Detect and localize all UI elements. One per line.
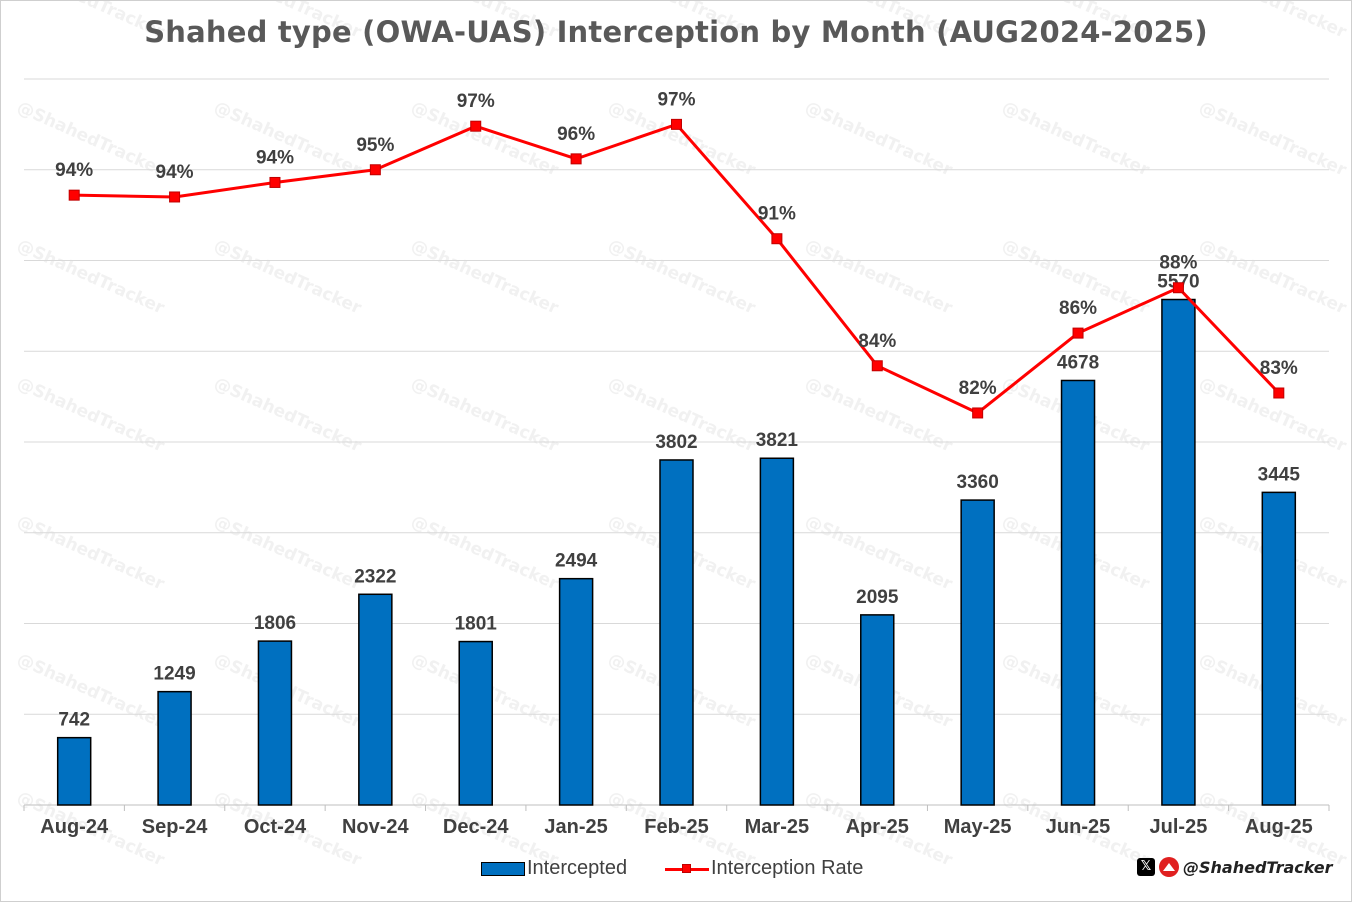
rate-data-label: 82%	[959, 378, 997, 399]
bar-intercepted	[1261, 491, 1297, 806]
rate-data-label: 94%	[256, 147, 294, 168]
rate-point-marker	[369, 164, 381, 176]
legend-item-interception-rate: Interception Rate	[665, 857, 863, 880]
bar-intercepted	[157, 690, 192, 806]
rate-data-label: 83%	[1260, 358, 1298, 379]
bar-data-label: 4678	[1057, 352, 1099, 373]
bar-data-label: 1249	[153, 664, 195, 685]
rate-data-label: 96%	[557, 124, 595, 145]
x-tick-label: Apr-25	[846, 816, 909, 838]
bar-data-label: 2322	[354, 566, 396, 587]
bar-data-label: 3821	[756, 430, 799, 451]
x-tick-label: May-25	[944, 816, 1012, 838]
x-tick-label: Mar-25	[745, 816, 809, 838]
legend-bar-swatch	[481, 861, 525, 876]
x-tick-label: Jun-25	[1046, 816, 1110, 838]
bar-intercepted	[659, 459, 694, 806]
rate-data-label: 97%	[457, 91, 495, 112]
bar-data-label: 742	[58, 710, 90, 731]
bar-intercepted	[960, 499, 995, 806]
bar-intercepted	[1060, 379, 1096, 806]
bar-data-label: 3802	[655, 432, 697, 453]
chart-title: Shahed type (OWA-UAS) Interception by Mo…	[144, 15, 1208, 49]
bar-data-label: 5570	[1157, 272, 1199, 293]
legend-item-intercepted: Intercepted	[481, 857, 627, 880]
x-logo-icon: 𝕏	[1137, 858, 1155, 876]
rate-point-marker	[169, 191, 181, 203]
x-tick-label: Nov-24	[342, 816, 410, 838]
bar-data-label: 3360	[957, 472, 999, 493]
bar-data-label: 3445	[1258, 464, 1301, 485]
x-tick-label: Oct-24	[244, 816, 307, 838]
rate-data-label: 94%	[55, 160, 93, 181]
x-tick-label: Feb-25	[644, 816, 708, 838]
rate-data-label: 97%	[657, 89, 695, 110]
rate-data-label: 86%	[1059, 298, 1097, 319]
rate-point-marker	[1072, 327, 1084, 339]
rate-point-marker	[570, 153, 582, 165]
legend-line-swatch	[665, 863, 709, 875]
brand-handle: @ShahedTracker	[1183, 857, 1333, 877]
bar-data-label: 2494	[555, 551, 598, 572]
rate-data-label: 91%	[758, 204, 796, 225]
rate-point-marker	[1172, 282, 1184, 294]
bar-data-label: 1801	[455, 614, 498, 635]
legend: Intercepted Interception Rate	[1, 857, 1351, 883]
legend-label-intercepted: Intercepted	[527, 857, 628, 879]
x-tick-label: Jul-25	[1150, 816, 1208, 838]
rate-point-marker	[671, 118, 682, 130]
bar-intercepted	[759, 457, 795, 806]
rate-point-marker	[269, 176, 281, 188]
bar-intercepted	[860, 614, 895, 806]
rate-point-marker	[771, 233, 783, 245]
rate-point-marker	[1273, 387, 1285, 399]
bar-intercepted	[358, 593, 393, 806]
bar-intercepted	[558, 577, 594, 806]
bar-intercepted	[257, 640, 293, 806]
x-tick-label: Jan-25	[544, 816, 607, 838]
bar-intercepted	[458, 640, 493, 806]
drone-logo-icon	[1159, 857, 1179, 877]
bar-data-label: 1806	[254, 613, 296, 634]
x-tick-label: Sep-24	[142, 816, 208, 838]
bar-data-label: 2095	[856, 587, 899, 608]
rate-point-marker	[470, 120, 482, 132]
x-tick-label: Aug-25	[1245, 816, 1313, 838]
brand-attribution: 𝕏 @ShahedTracker	[1137, 857, 1333, 877]
rate-point-marker	[871, 360, 883, 372]
rate-point-marker	[68, 189, 80, 201]
x-tick-label: Dec-24	[443, 816, 509, 838]
bar-intercepted	[1161, 298, 1196, 806]
rate-data-label: 94%	[156, 162, 194, 183]
x-tick-label: Aug-24	[40, 816, 109, 838]
rate-data-label: 95%	[356, 135, 394, 156]
rate-data-label: 84%	[858, 331, 896, 352]
rate-data-label: 88%	[1159, 253, 1197, 274]
legend-label-interception-rate: Interception Rate	[711, 857, 864, 879]
rate-point-marker	[972, 407, 984, 419]
bar-intercepted	[56, 736, 92, 806]
